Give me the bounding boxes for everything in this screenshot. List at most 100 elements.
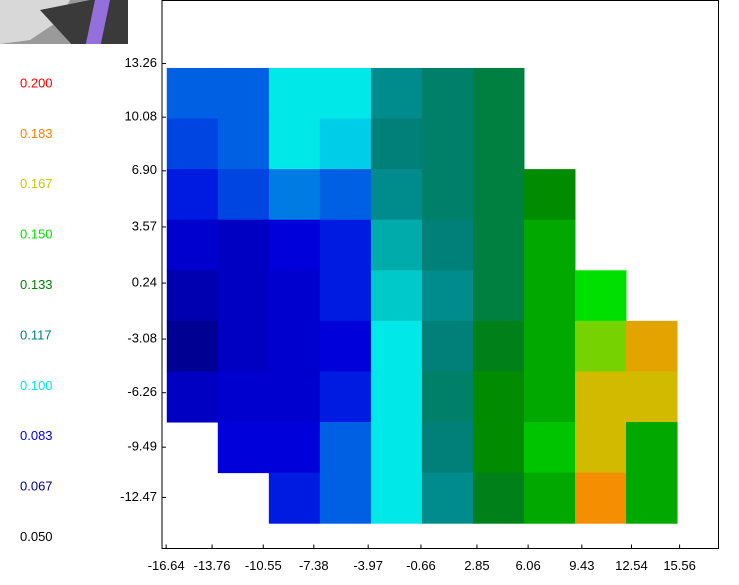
heat-cell <box>217 67 270 120</box>
heat-cell <box>472 472 525 524</box>
heat-cell <box>166 118 219 170</box>
heat-cell <box>523 320 576 372</box>
heat-cell <box>268 219 321 271</box>
heat-cell <box>217 320 270 372</box>
x-tick-label: 6.06 <box>515 558 540 573</box>
heat-cell <box>574 270 627 322</box>
heat-cell <box>319 270 372 322</box>
heatmap <box>166 67 678 524</box>
heat-cell <box>217 118 270 170</box>
heat-cell <box>421 422 474 474</box>
legend-label: 0.100 <box>20 378 53 393</box>
heat-cell <box>421 472 474 524</box>
heat-cell <box>523 219 576 271</box>
x-tick-label: -16.64 <box>148 558 185 573</box>
heat-cell <box>523 270 576 322</box>
legend-label: 0.050 <box>20 529 53 544</box>
x-tick-label: -13.76 <box>194 558 231 573</box>
heat-cell <box>319 67 372 120</box>
heat-cell <box>319 422 372 474</box>
heat-cell <box>523 472 576 524</box>
heat-cell <box>370 169 423 221</box>
heat-cell <box>574 371 627 423</box>
y-tick-label: 6.90 <box>132 162 157 177</box>
plot-frame <box>161 0 719 549</box>
heat-cell <box>370 270 423 322</box>
thumbnail-stripe <box>85 0 110 48</box>
heat-cell <box>472 67 525 120</box>
x-tick-label: 15.56 <box>663 558 696 573</box>
heat-cell <box>166 320 219 372</box>
legend-label: 0.133 <box>20 277 53 292</box>
legend-label: 0.117 <box>20 327 52 342</box>
y-tick-label: -9.49 <box>127 439 157 454</box>
heat-cell <box>268 118 321 170</box>
heat-cell <box>421 67 474 120</box>
legend-label: 0.083 <box>20 428 53 443</box>
heat-cell <box>574 422 627 474</box>
heat-cell <box>472 169 525 221</box>
heat-cell <box>370 219 423 271</box>
heat-cell <box>421 270 474 322</box>
heat-cell <box>166 219 219 271</box>
heat-cell <box>319 169 372 221</box>
heat-cell <box>217 371 270 423</box>
heat-cell <box>166 371 219 423</box>
x-tick-label: 12.54 <box>615 558 648 573</box>
heat-cell <box>370 422 423 474</box>
heat-cell <box>523 169 576 221</box>
heat-cell <box>319 219 372 271</box>
heat-cell <box>370 472 423 524</box>
heat-cell <box>319 371 372 423</box>
y-tick-label: 10.08 <box>124 109 157 124</box>
legend-label: 0.183 <box>20 126 53 141</box>
heat-cell <box>268 169 321 221</box>
heat-cell <box>421 169 474 221</box>
y-tick-label: 0.24 <box>132 275 157 290</box>
heat-cell <box>472 320 525 372</box>
x-tick-label: -3.97 <box>353 558 383 573</box>
x-tick-label: -0.66 <box>406 558 436 573</box>
y-tick-label: -3.08 <box>127 331 157 346</box>
heat-cell <box>166 67 219 120</box>
thumbnail-edge <box>0 44 128 48</box>
x-tick-label: 9.43 <box>569 558 594 573</box>
heat-cell <box>626 371 678 423</box>
heat-cell <box>574 320 627 372</box>
heat-cell <box>319 320 372 372</box>
legend-label: 0.167 <box>20 176 53 191</box>
heat-cell <box>319 118 372 170</box>
heat-cell <box>268 270 321 322</box>
x-tick-label: 2.85 <box>464 558 489 573</box>
legend-label: 0.067 <box>20 479 53 494</box>
heat-cell <box>370 371 423 423</box>
heat-cell <box>421 320 474 372</box>
heat-cell <box>472 422 525 474</box>
heat-cell <box>626 320 678 372</box>
heat-cell <box>217 270 270 322</box>
heat-cell <box>217 422 270 474</box>
heat-cell <box>217 219 270 271</box>
thumbnail <box>0 0 128 48</box>
heat-cell <box>370 118 423 170</box>
heat-cell <box>370 320 423 372</box>
heat-cell <box>421 371 474 423</box>
legend-label: 0.200 <box>20 75 53 90</box>
heat-cell <box>472 371 525 423</box>
heat-cell <box>626 422 678 474</box>
heat-cell <box>523 371 576 423</box>
y-tick-label: 13.26 <box>124 55 157 70</box>
heat-cell <box>523 422 576 474</box>
heat-cell <box>166 169 219 221</box>
heat-cell <box>574 472 627 524</box>
heat-cell <box>268 472 321 524</box>
heat-cell <box>268 371 321 423</box>
heat-cell <box>268 422 321 474</box>
heat-cell <box>268 67 321 120</box>
heat-cell <box>472 118 525 170</box>
heat-cell <box>626 472 678 524</box>
heat-cell <box>217 169 270 221</box>
legend-label: 0.150 <box>20 227 53 242</box>
